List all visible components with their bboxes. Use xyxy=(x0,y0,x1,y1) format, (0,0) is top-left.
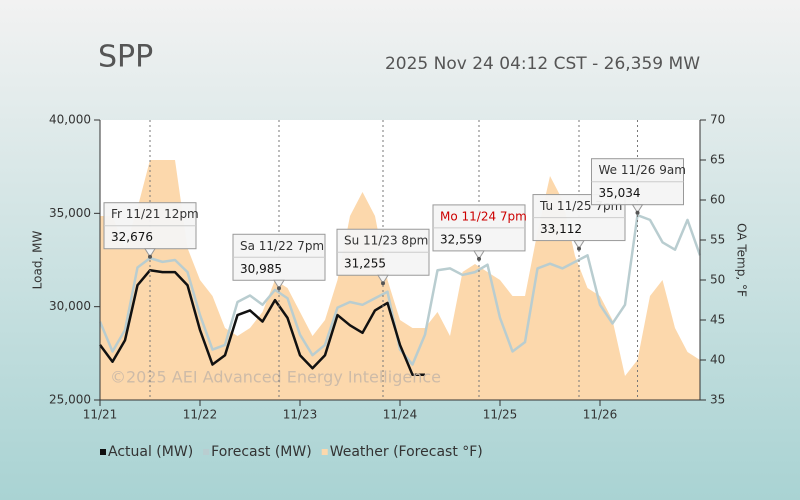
y2-tick-label: 35 xyxy=(710,393,725,407)
callout-label: Su 11/23 8pm xyxy=(344,234,428,248)
callout-value: 32,676 xyxy=(111,230,153,244)
callout-pointer xyxy=(377,274,389,285)
callout-label: Sa 11/22 7pm xyxy=(240,239,324,253)
legend: Actual (MW) Forecast (MW) Weather (Forecas… xyxy=(100,444,483,460)
series-line xyxy=(98,269,425,377)
watermark: ©2025 AEI Advanced Energy Intelligence xyxy=(110,368,441,387)
callout-pointer xyxy=(473,250,485,260)
callout-label: Fr 11/21 12pm xyxy=(111,207,199,221)
callout-value: 30,985 xyxy=(240,262,282,276)
callout-label: We 11/26 9am xyxy=(599,163,686,177)
x-tick-label: 11/25 xyxy=(483,408,518,422)
y2-tick-label: 60 xyxy=(710,193,725,207)
legend-swatch xyxy=(203,449,210,455)
callout-pointer xyxy=(573,240,585,250)
x-tick-label: 11/21 xyxy=(83,408,118,422)
y2-tick-label: 65 xyxy=(710,153,725,167)
y2-tick-label: 70 xyxy=(710,113,725,127)
chart-title: SPP xyxy=(98,40,153,75)
legend-swatch xyxy=(100,449,106,455)
callout-value: 33,112 xyxy=(540,222,582,236)
y2-tick-label: 50 xyxy=(710,273,725,287)
y-tick-label: 35,000 xyxy=(49,206,91,220)
y-axis-label: Load, MW xyxy=(31,231,45,290)
x-tick-label: 11/26 xyxy=(583,408,618,422)
y-tick-label: 40,000 xyxy=(49,113,91,127)
chart-subtitle: 2025 Nov 24 04:12 CST - 26,359 MW xyxy=(385,54,700,74)
callout-point xyxy=(577,246,581,251)
callout-point xyxy=(277,286,281,291)
callout-pointer xyxy=(631,204,644,214)
y2-tick-label: 55 xyxy=(710,233,725,247)
callout-point xyxy=(381,281,385,286)
callout-value: 31,255 xyxy=(344,257,386,271)
callout-pointer xyxy=(273,279,285,290)
y-tick-label: 30,000 xyxy=(49,299,91,313)
y2-tick-label: 40 xyxy=(710,353,725,367)
plot-layer: ©2025 AEI Advanced Energy Intelligence 25… xyxy=(49,113,725,422)
y2-tick-label: 45 xyxy=(710,313,725,327)
callout-point xyxy=(477,256,481,261)
y2-axis-label: OA Temp, °F xyxy=(735,223,749,297)
legend-swatch xyxy=(321,449,328,455)
y-tick-label: 25,000 xyxy=(49,393,91,407)
callout-point xyxy=(148,254,152,259)
x-tick-label: 11/24 xyxy=(383,408,418,422)
legend-label: Actual (MW) xyxy=(108,444,193,460)
legend-label: Weather (Forecast °F) xyxy=(330,444,483,460)
x-tick-label: 11/22 xyxy=(183,408,218,422)
legend-label: Forecast (MW) xyxy=(211,444,312,460)
callout-label: Mo 11/24 7pm xyxy=(440,209,527,223)
series-line xyxy=(98,213,702,366)
callout-value: 35,034 xyxy=(599,186,641,200)
callout-value: 32,559 xyxy=(440,232,482,246)
callout-point xyxy=(635,210,640,215)
x-tick-label: 11/23 xyxy=(283,408,318,422)
callout-pointer xyxy=(144,248,156,258)
